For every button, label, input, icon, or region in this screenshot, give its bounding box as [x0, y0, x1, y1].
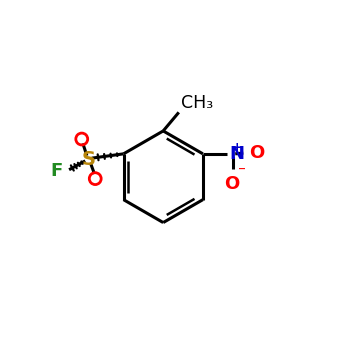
Text: +: +	[232, 141, 243, 154]
Text: N: N	[230, 145, 245, 163]
Text: F: F	[50, 162, 63, 180]
Text: ⁻: ⁻	[238, 165, 246, 180]
Text: CH₃: CH₃	[181, 93, 213, 112]
Text: S: S	[82, 150, 96, 169]
Text: O: O	[224, 175, 239, 193]
Text: O: O	[249, 144, 265, 162]
